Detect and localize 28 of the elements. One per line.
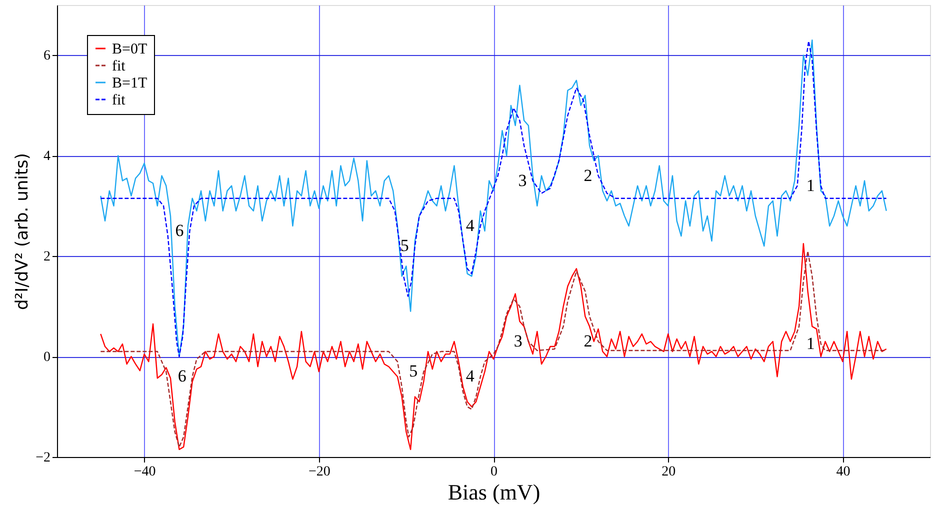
y-tick-label: 2 [44,250,50,265]
annotation: 6 [178,366,186,386]
annotation: 1 [806,334,815,353]
x-axis-title: Bias (mV) [448,480,540,504]
y-tick-label: −2 [36,450,50,466]
legend-label: fit [112,58,126,74]
y-axis-title: d²I/dV² (arb. units) [12,152,33,310]
y-tick-label: 6 [44,48,50,64]
annotation: 2 [584,331,592,350]
x-tick-label: 0 [490,464,498,480]
x-tick-label: −40 [134,464,156,480]
legend-label: fit [112,92,126,108]
y-tick-label: 4 [44,149,50,164]
annotation: 5 [409,362,418,381]
x-tick-label: 20 [662,464,676,480]
legend-label: B=1T [112,76,148,92]
annotation: 3 [518,170,527,190]
annotation: 6 [175,221,184,240]
annotation: 4 [466,216,475,235]
annotation: 4 [466,366,475,386]
x-tick-label: 40 [836,464,850,480]
annotation: 2 [584,166,592,185]
annotation: 5 [400,236,409,256]
legend-label: B=0T [112,42,148,58]
annotation: 3 [514,331,522,350]
x-tick-label: −20 [308,464,330,480]
annotation: 1 [806,176,815,195]
y-tick-label: 0 [44,350,50,366]
